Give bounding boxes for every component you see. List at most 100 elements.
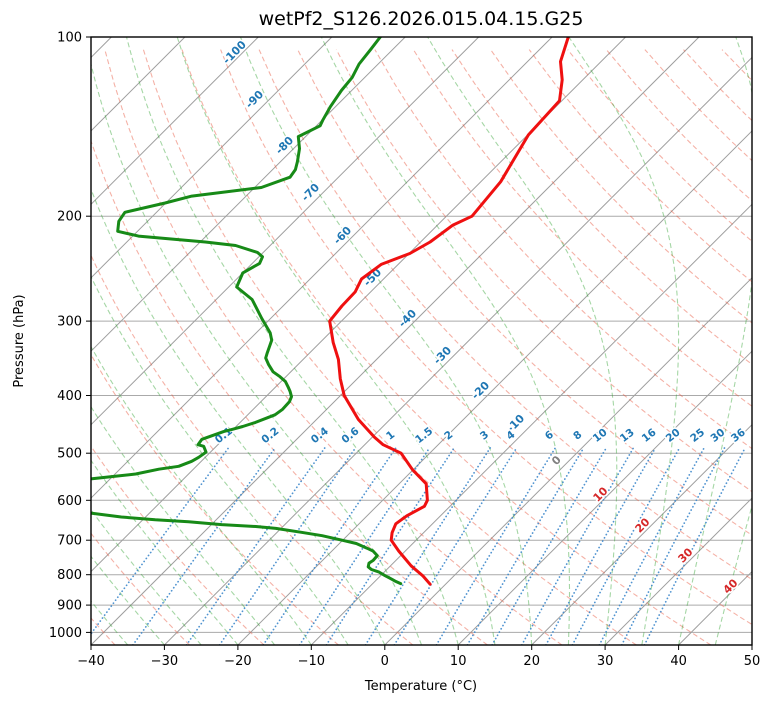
pressure-gridlines	[91, 37, 752, 633]
isotherm-line	[91, 37, 406, 352]
isotherm-line	[164, 56, 752, 645]
mixing-ratio-line	[491, 447, 608, 645]
isotherm-line	[237, 130, 752, 645]
x-tick-label: −30	[151, 654, 178, 669]
mixing-ratio-lines	[91, 447, 746, 645]
moist-adiabat-line	[0, 37, 54, 645]
isotherm-line	[91, 37, 186, 132]
moist-adiabat-line	[91, 275, 349, 645]
isotherm-label: -60	[331, 224, 354, 247]
mixing-ratio-label: 3	[478, 429, 491, 443]
y-tick-label: 700	[57, 534, 82, 549]
mixing-ratio-label: 20	[664, 426, 683, 444]
isotherm-label: -80	[273, 134, 296, 157]
dry-adiabat-line	[761, 50, 775, 645]
mixing-ratio-line	[91, 447, 230, 636]
chart-title: wetPf2_S126.2026.015.04.15.G25	[259, 8, 584, 30]
isotherm-lines	[91, 37, 752, 645]
x-tick-label: 0	[381, 654, 389, 669]
mixing-ratio-label: 1	[384, 429, 397, 443]
dry-adiabat-line	[91, 254, 414, 645]
y-tick-label: 300	[57, 315, 82, 330]
mixing-ratio-line	[185, 447, 326, 645]
moist-adiabat-line	[239, 37, 533, 645]
mixing-ratio-label: 16	[640, 426, 659, 444]
mixing-ratio-line	[262, 447, 397, 645]
isotherm-label: 20	[633, 515, 653, 535]
mixing-ratio-label: 13	[618, 426, 637, 444]
moist-adiabat-line	[91, 459, 239, 645]
x-tick-label: −40	[77, 654, 104, 669]
axes-frame	[90, 36, 753, 646]
mixing-ratio-line	[393, 447, 518, 645]
y-tick-label: 100	[57, 31, 82, 46]
mixing-ratio-line	[325, 447, 455, 645]
dewpoint-curve	[91, 37, 382, 481]
moist-adiabat-line	[91, 405, 276, 645]
mixing-ratio-line	[364, 447, 492, 645]
mixing-ratio-line	[598, 447, 705, 645]
dry-adiabat-line	[335, 49, 752, 493]
dry-adiabat-line	[181, 49, 712, 645]
x-axis-label: Temperature (°C)	[364, 679, 477, 694]
mixing-ratio-label: 8	[571, 429, 584, 443]
isotherm-label: -100	[220, 38, 249, 67]
isotherm-label: 40	[721, 576, 741, 596]
mixing-ratio-line	[435, 447, 557, 645]
y-tick-label: 600	[57, 494, 82, 509]
isotherm-line	[91, 37, 626, 573]
moist-adiabat-line	[427, 37, 618, 645]
mixing-ratio-line	[298, 447, 431, 645]
y-tick-label: 400	[57, 389, 82, 404]
y-tick-label: 500	[57, 447, 82, 462]
x-tick-label: 10	[450, 654, 467, 669]
mixing-ratio-label: 1.5	[413, 425, 435, 446]
y-tick-label: 1000	[49, 626, 82, 641]
dry-adiabat-line	[91, 445, 265, 645]
y-tick-label: 200	[57, 210, 82, 225]
dry-adiabat-line	[104, 49, 563, 645]
isotherm-line	[751, 644, 752, 645]
dry-adiabat-line	[412, 49, 752, 407]
isotherm-label: 0	[549, 453, 564, 468]
mixing-ratio-line	[132, 447, 276, 645]
y-axis-label: Pressure (hPa)	[12, 294, 27, 387]
profile-curves	[91, 37, 570, 586]
x-tick-label: −20	[224, 654, 251, 669]
moist-adiabat-lines	[0, 37, 752, 645]
mixing-ratio-line	[218, 447, 357, 645]
dry-adiabat-line	[297, 49, 752, 536]
dry-adiabat-line	[142, 49, 637, 645]
isotherm-line	[384, 277, 752, 645]
moist-adiabat-line	[125, 37, 459, 645]
isotherm-label: 10	[591, 484, 611, 504]
temperature-curve	[328, 37, 570, 586]
mixing-ratio-label: 10	[591, 426, 610, 444]
x-tick-label: 30	[597, 654, 614, 669]
isotherm-line	[310, 203, 752, 645]
mixing-ratio-label: 0.2	[259, 425, 281, 446]
isotherm-line	[91, 37, 480, 426]
mixing-ratio-label: 0.6	[339, 425, 361, 446]
y-tick-label: 800	[57, 568, 82, 583]
inline-labels: -100-90-80-70-60-50-40-30-20-10010203040…	[211, 36, 749, 598]
isotherm-line	[91, 37, 700, 645]
y-tick-label: 900	[57, 599, 82, 614]
isotherm-line	[457, 350, 752, 645]
moist-adiabat-line	[91, 187, 386, 645]
isotherm-label: -70	[299, 181, 322, 204]
dry-adiabat-line	[91, 353, 339, 645]
x-tick-label: 50	[744, 654, 761, 669]
dry-adiabat-line	[490, 49, 752, 324]
isotherm-label: -30	[431, 344, 454, 367]
mixing-ratio-label: 25	[688, 426, 707, 444]
isotherm-line	[91, 37, 553, 499]
isotherm-label: -40	[396, 307, 419, 330]
mixing-ratio-line	[545, 447, 657, 645]
plot-layers: -100-90-80-70-60-50-40-30-20-10010203040…	[0, 31, 775, 670]
x-tick-label: 40	[670, 654, 687, 669]
isotherm-line	[91, 37, 259, 206]
dry-adiabat-line	[258, 49, 752, 581]
dry-adiabat-line	[644, 49, 752, 162]
